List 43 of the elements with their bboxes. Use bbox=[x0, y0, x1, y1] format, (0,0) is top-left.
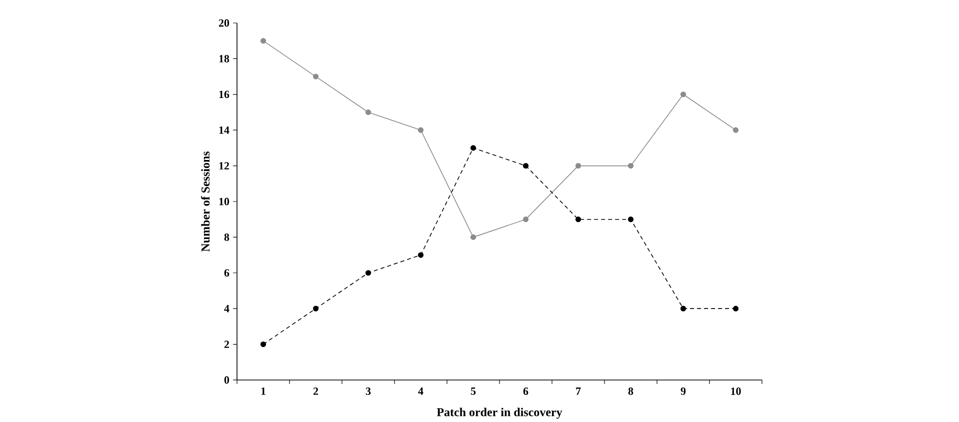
y-tick-label: 4 bbox=[224, 304, 230, 312]
point bbox=[628, 216, 634, 222]
y-tick-label: 20 bbox=[218, 19, 230, 27]
y-tick-label: 18 bbox=[219, 54, 230, 62]
point bbox=[575, 162, 582, 169]
point bbox=[418, 127, 424, 133]
x-tick-label: 5 bbox=[470, 388, 476, 395]
x-tick-label: 10 bbox=[731, 388, 741, 395]
point bbox=[732, 127, 739, 133]
y-tick-label: 12 bbox=[219, 162, 229, 170]
point bbox=[260, 341, 266, 348]
x-tick-label: 9 bbox=[680, 388, 686, 395]
point bbox=[732, 306, 739, 312]
x-tick-label: 8 bbox=[628, 388, 634, 395]
point bbox=[312, 306, 319, 312]
x-axis-title: Patch order in discovery bbox=[436, 408, 562, 419]
x-tick-label: 3 bbox=[366, 388, 371, 395]
point bbox=[522, 216, 529, 222]
point bbox=[680, 306, 686, 312]
point bbox=[575, 216, 582, 222]
x-tick-label: 1 bbox=[261, 388, 266, 395]
y-tick-label: 16 bbox=[219, 90, 230, 98]
point bbox=[260, 38, 266, 44]
y-axis-title: Number of Sessions bbox=[201, 151, 210, 252]
point bbox=[522, 162, 529, 169]
y-tick-label: 8 bbox=[224, 233, 230, 241]
x-tick-label: 7 bbox=[576, 388, 581, 395]
y-tick-label: 2 bbox=[224, 340, 229, 348]
point bbox=[365, 109, 372, 116]
point bbox=[312, 74, 319, 80]
y-tick-label: 6 bbox=[224, 269, 230, 277]
y-tick-label: 10 bbox=[219, 198, 230, 206]
point bbox=[680, 92, 686, 98]
point bbox=[470, 145, 476, 151]
point bbox=[365, 270, 372, 276]
point bbox=[628, 162, 634, 169]
x-tick-label: 2 bbox=[313, 388, 318, 395]
x-tick-label: 4 bbox=[418, 388, 424, 395]
point bbox=[418, 252, 424, 258]
x-tick-label: 6 bbox=[523, 388, 528, 395]
y-tick-label: 14 bbox=[219, 126, 230, 134]
y-tick-label: 0 bbox=[224, 376, 230, 384]
point bbox=[470, 234, 476, 240]
